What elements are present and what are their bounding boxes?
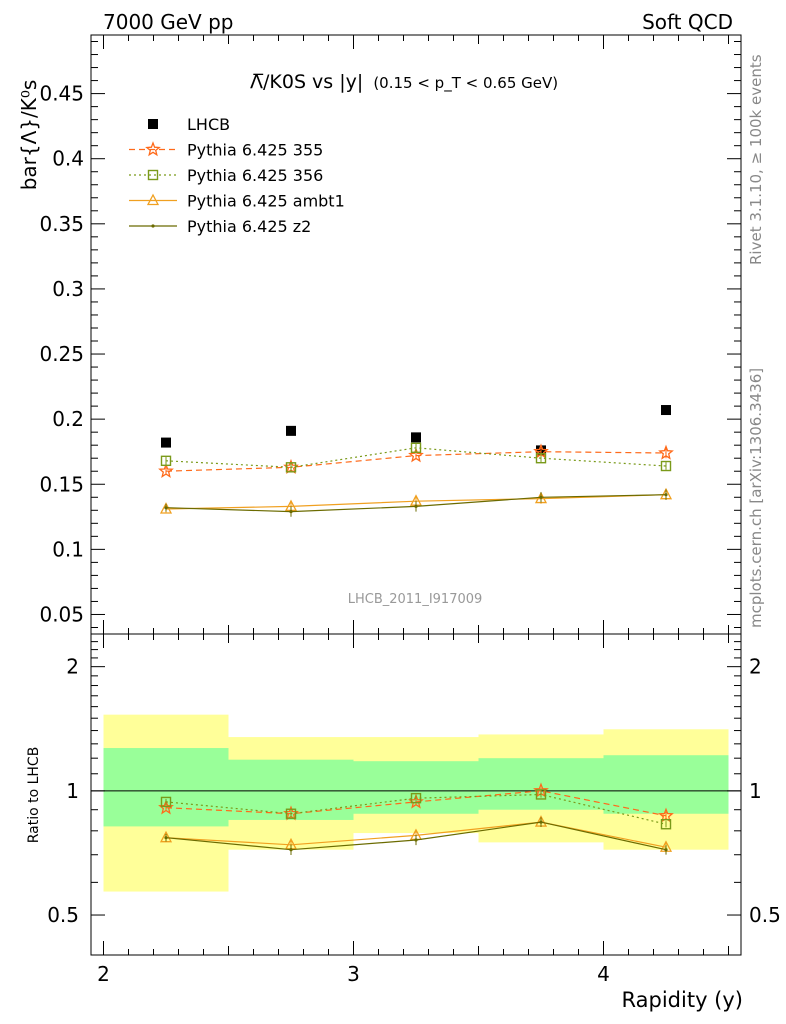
x-tick-label: 4 [597, 962, 610, 986]
legend-label: Pythia 6.425 z2 [187, 217, 311, 236]
series-ratio-point [664, 848, 668, 852]
lhcb-point [661, 405, 671, 416]
legend-label-lhcb: LHCB [187, 115, 230, 134]
y-tick-label: 0.3 [52, 277, 84, 301]
series-point [408, 447, 424, 463]
series-ratio-point [535, 789, 547, 800]
ratio-tick-label: 1 [66, 779, 79, 803]
band-green [603, 755, 729, 814]
x-tick-label: 3 [347, 962, 360, 986]
legend: LHCB Pythia 6.425 355 Pythia 6.425 356 Pyth… [129, 115, 345, 236]
series-point [535, 453, 547, 464]
y-tick-label: 0.15 [39, 472, 84, 496]
band-green [353, 761, 479, 814]
series-ratio-point [660, 819, 672, 830]
ratio-tick-label-right: 0.5 [749, 903, 781, 927]
y-tick-label: 0.4 [52, 147, 84, 171]
y-tick-label: 0.05 [39, 602, 84, 626]
series-point [160, 455, 172, 467]
y-axis-label: bar{Λ}/K⁰s [17, 80, 41, 191]
lhcb-point [411, 432, 421, 443]
x-tick-label: 2 [97, 962, 110, 986]
chart-title-main: Λ̅/K0S vs |y| [250, 71, 363, 93]
series-point [289, 509, 293, 514]
ratio-bands [91, 714, 741, 892]
series-point [664, 493, 668, 497]
ratio-tick-label-right: 2 [749, 655, 762, 679]
series-ratio-point [414, 838, 418, 842]
lhcb-point [161, 437, 171, 448]
legend-marker [147, 169, 159, 181]
header-right: Soft QCD [642, 10, 733, 34]
mcplots-label: mcplots.cern.ch [arXiv:1306.3436] [747, 368, 765, 628]
series-point [660, 460, 672, 472]
y-tick-label: 0.2 [52, 407, 84, 431]
series-ratio-point [289, 848, 293, 852]
ratio-tick-label-right: 1 [749, 779, 762, 803]
y-tick-label: 0.25 [39, 342, 84, 366]
legend-marker [146, 193, 160, 206]
series-ratio-point [658, 807, 674, 823]
analysis-watermark: LHCB_2011_I917009 [348, 592, 483, 607]
series-ratio-point [539, 820, 543, 824]
series-ratio-point [410, 792, 422, 804]
header-left: 7000 GeV pp [103, 10, 234, 34]
legend-label: Pythia 6.425 355 [187, 141, 323, 160]
series-point [285, 462, 297, 473]
legend-label: Pythia 6.425 ambt1 [187, 192, 345, 211]
series-point [410, 442, 422, 453]
y-tick-label: 0.35 [39, 212, 84, 236]
y-tick-label: 0.1 [52, 537, 84, 561]
series-point [658, 444, 674, 460]
lhcb-point [286, 425, 296, 436]
legend-marker-lhcb [148, 119, 158, 129]
ratio-tick-label: 0.5 [47, 903, 79, 927]
series-point [158, 462, 174, 478]
series-layer [158, 405, 674, 855]
chart-title-sub: (0.15 < p_T < 0.65 GeV) [373, 74, 558, 93]
rivet-label: Rivet 3.1.10, ≥ 100k events [747, 54, 765, 265]
chart-title: Λ̅/K0S vs |y| (0.15 < p_T < 0.65 GeV) [250, 71, 558, 93]
band-green [103, 748, 229, 827]
series-point [414, 504, 418, 508]
series-point [539, 495, 543, 499]
axes: 2 3 4 0.05 0.1 0.15 0.2 0.25 0.3 0.35 0.4 0.45 0.5 0.… [39, 34, 781, 986]
series-point [164, 506, 168, 510]
series-ratio-point [159, 830, 173, 843]
legend-marker [145, 141, 161, 157]
ratio-frame [90, 633, 742, 956]
series-ratio-point [285, 808, 297, 819]
ratio-tick-label: 2 [66, 655, 79, 679]
series-ratio-point [164, 836, 168, 840]
x-axis-label: Rapidity (y) [622, 988, 743, 1012]
y-tick-label: 0.45 [39, 82, 84, 106]
legend-label: Pythia 6.425 356 [187, 166, 323, 185]
ratio-axis-label: Ratio to LHCB [26, 747, 42, 844]
series-ratio-point [160, 796, 172, 808]
legend-marker [151, 224, 155, 228]
